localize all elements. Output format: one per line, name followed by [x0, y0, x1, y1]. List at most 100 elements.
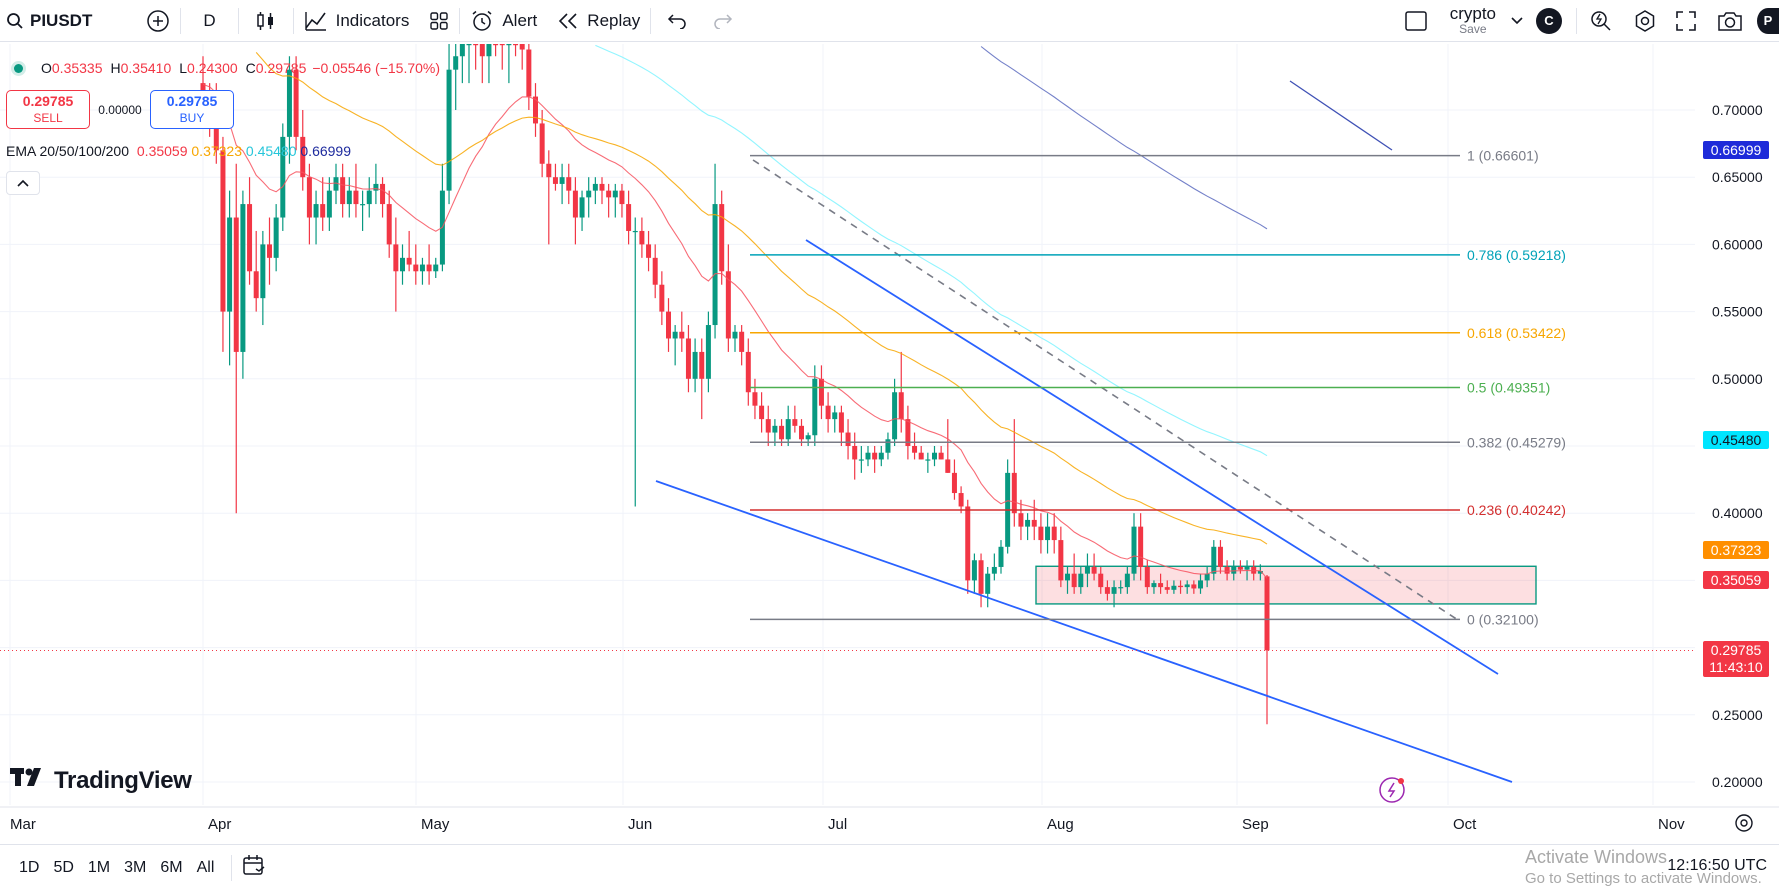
screenshot-button[interactable] [1707, 0, 1753, 42]
candle-body [606, 190, 612, 198]
axis-settings-icon [1735, 814, 1753, 832]
utc-clock[interactable]: 12:16:50 UTC [1667, 857, 1767, 874]
candle-body [599, 183, 605, 191]
candle-body [506, 44, 512, 46]
candle-body [838, 412, 844, 433]
candle-body [300, 136, 306, 178]
interval-button[interactable]: D [203, 10, 216, 30]
fullscreen-icon [1675, 10, 1697, 32]
ema-legend-title: EMA 20/50/100/200 [6, 143, 129, 159]
avatar: C [1536, 7, 1562, 34]
candle-body [1078, 573, 1084, 588]
bottom-toolbar: 1D 5D 1M 3M 6M All 12:16:50 UTC [0, 844, 1779, 890]
range-1m[interactable]: 1M [87, 858, 111, 876]
sell-label: SELL [33, 111, 63, 125]
legend-collapse-button[interactable] [6, 171, 40, 195]
account-button[interactable]: C [1530, 0, 1576, 42]
candle-body [1237, 566, 1243, 570]
candle-body [998, 546, 1004, 567]
goto-date-button[interactable] [242, 854, 266, 881]
candle-body [892, 392, 898, 440]
candle-body [1224, 566, 1230, 574]
fullscreen-button[interactable] [1665, 0, 1707, 42]
layout-name-button[interactable]: crypto Save [1442, 0, 1504, 42]
lightning-icon [1379, 777, 1405, 803]
chart-type-button[interactable] [239, 0, 293, 42]
candle-body [639, 230, 645, 245]
candle-body [732, 331, 738, 339]
templates-button[interactable] [419, 0, 459, 42]
bar-countdown: 11:43:10 [1709, 659, 1763, 675]
sell-button[interactable]: 0.29785 SELL [6, 90, 90, 129]
candle-body [247, 204, 253, 272]
candle-body [951, 472, 957, 494]
redo-icon [713, 13, 733, 29]
candle-body [858, 459, 864, 461]
ema-legend[interactable]: EMA 20/50/100/200 0.35059 0.37323 0.4548… [6, 143, 351, 159]
candle-body [519, 44, 525, 50]
candle-body [699, 351, 705, 379]
fib-retracement[interactable]: 1 (0.66601) 0.786 (0.59218) 0.618 (0.53422… [750, 148, 1566, 628]
calendar-icon [242, 855, 266, 880]
chart-overlay [0, 80, 1695, 803]
candle-body [592, 183, 598, 191]
range-1d[interactable]: 1D [19, 858, 40, 876]
candle-body [938, 452, 944, 460]
range-3m[interactable]: 3M [124, 858, 147, 876]
open-value: 0.35335 [51, 60, 103, 76]
toolbar-divider [231, 854, 233, 881]
alert-button[interactable]: Alert [460, 0, 547, 42]
candle-body [752, 392, 758, 406]
redo-button[interactable] [703, 0, 743, 42]
price-chart[interactable]: 1 (0.66601) 0.786 (0.59218) 0.618 (0.53422… [0, 44, 1779, 844]
range-all[interactable]: All [196, 858, 215, 876]
watermark-line2: Go to Settings to activate Windows. [1525, 870, 1762, 887]
layout-menu-button[interactable] [1504, 0, 1530, 42]
quick-search-button[interactable] [1577, 0, 1625, 42]
candle-body [306, 177, 312, 218]
candle-body [991, 566, 997, 574]
layout-button[interactable] [1390, 0, 1442, 42]
candle-body [552, 177, 558, 184]
candlestick-series [200, 44, 1270, 725]
candle-body [413, 264, 419, 272]
replay-button[interactable]: Replay [547, 0, 650, 42]
price-axis[interactable]: 0.70000 0.65000 0.60000 0.55000 0.50000 0.400… [1712, 102, 1763, 790]
indicators-button[interactable]: Indicators [294, 0, 420, 42]
settings-button[interactable] [1625, 0, 1665, 42]
candle-body [872, 452, 878, 460]
candle-body [1151, 583, 1157, 588]
fib-level-label: 0.236 (0.40242) [1467, 502, 1566, 518]
market-status-dot[interactable] [14, 63, 23, 73]
tradingview-logo[interactable]: TradingView [10, 766, 192, 795]
compare-button[interactable] [102, 0, 180, 42]
candle-body [792, 419, 798, 426]
tradingview-mark-icon [10, 766, 48, 795]
undo-button[interactable] [651, 0, 703, 42]
symbol-search[interactable]: PIUSDT [0, 0, 102, 42]
watermark-line1: Activate Windows [1525, 847, 1668, 867]
candle-body [1091, 566, 1097, 574]
range-6m[interactable]: 6M [160, 858, 183, 876]
chevron-up-icon [17, 174, 29, 192]
fib-level-label: 0.382 (0.45279) [1467, 434, 1566, 450]
spread-value: 0.00000 [98, 102, 142, 117]
candle-body [406, 257, 412, 265]
ohlc-legend: O 0.35335 H 0.35410 L 0.24300 C 0.29785 −0.0… [14, 60, 440, 76]
candle-body [1031, 519, 1037, 527]
time-axis[interactable]: Mar Apr May Jun Jul Aug Sep Oct Nov [0, 806, 1779, 833]
buy-button[interactable]: 0.29785 BUY [150, 90, 234, 129]
publish-button[interactable]: P [1753, 0, 1779, 42]
chart-drawings [1035, 565, 1537, 605]
candle-body [685, 338, 691, 379]
candle-body [971, 560, 977, 581]
price-axis-label: 0.70000 [1712, 102, 1763, 118]
range-5d[interactable]: 5D [53, 858, 74, 876]
rewind-icon [557, 11, 579, 31]
candle-body [260, 244, 266, 299]
candle-body [360, 204, 366, 206]
toolbar-divider [650, 7, 652, 34]
candle-body [380, 183, 386, 205]
support-zone-box [1035, 565, 1537, 605]
camera-icon [1717, 10, 1743, 32]
